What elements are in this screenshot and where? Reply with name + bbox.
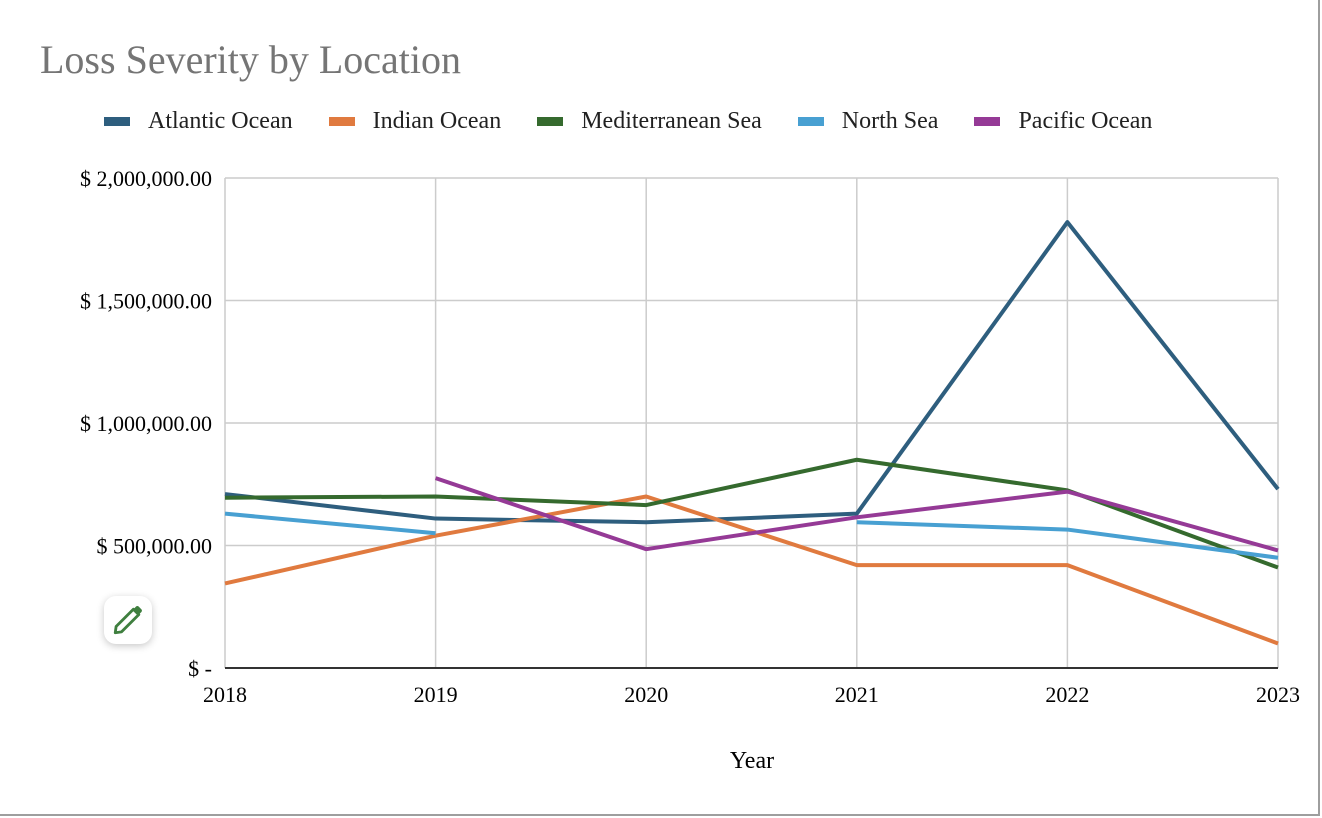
x-axis-title: Year [730,748,774,774]
series-lines [224,220,1280,646]
y-tick-label: $ 500,000.00 [97,534,213,559]
pencil-icon [113,606,142,635]
series-pacific-ocean [434,476,1279,553]
x-tick-label: 2018 [203,682,247,707]
y-tick-label: $ 1,000,000.00 [80,411,212,436]
legend-label: Mediterranean Sea [581,108,762,134]
y-tick-label: $ - [188,656,212,681]
legend-swatch [104,117,130,126]
series-line [224,494,1279,646]
chart-title: Loss Severity by Location [40,37,462,82]
series-line [224,511,436,536]
legend-swatch [974,117,1001,126]
series-line [856,520,1279,560]
chart-legend: Atlantic Ocean Indian Ocean Mediterranean … [104,108,1188,135]
legend-entry[interactable]: North Sea [797,108,939,135]
series-line [224,220,1280,525]
series-north-sea [224,511,1279,560]
x-tick-label: 2022 [1045,682,1089,707]
edit-chart-button[interactable] [104,596,152,644]
legend-entry[interactable]: Indian Ocean [328,108,502,135]
y-tick-label: $ 1,500,000.00 [80,289,212,314]
series-atlantic-ocean [224,220,1280,525]
legend-label: North Sea [841,108,939,134]
x-tick-label: 2020 [624,682,668,707]
legend-swatch [328,117,355,126]
grid-lines [224,177,1279,668]
series-line [434,476,1279,553]
x-tick-label: 2019 [414,682,458,707]
series-indian-ocean [224,494,1279,646]
tick-labels: $ - $ 500,000.00 $ 1,000,000.00 $ 1,500,000… [80,166,1300,707]
legend-entry[interactable]: Pacific Ocean [974,108,1152,135]
legend-entry[interactable]: Mediterranean Sea [537,108,762,135]
x-tick-label: 2023 [1256,682,1300,707]
x-tick-label: 2021 [835,682,879,707]
legend-swatch [797,117,824,126]
legend-entry[interactable]: Atlantic Ocean [104,108,293,135]
legend-label: Atlantic Ocean [148,108,293,134]
y-tick-label: $ 2,000,000.00 [80,166,212,191]
legend-label: Indian Ocean [372,108,502,134]
legend-label: Pacific Ocean [1018,108,1153,134]
legend-swatch [537,117,564,126]
